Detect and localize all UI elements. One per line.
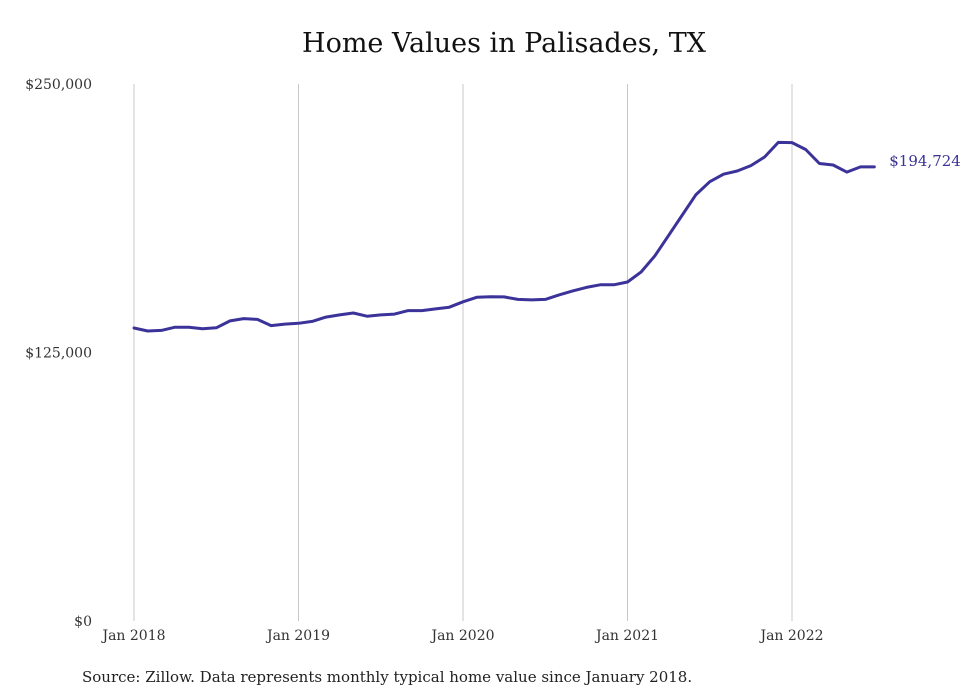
grid-layer [133,84,793,621]
chart-title: Home Values in Palisades, TX [302,28,706,59]
y-tick-label: $0 [74,614,92,630]
end-value-label: $194,724 [889,152,961,170]
series-layer: $194,724 [132,140,961,333]
source-note: Source: Zillow. Data represents monthly … [82,668,693,686]
x-tick-label: Jan 2022 [758,628,823,644]
axis-layer: Jan 2018 Jan 2019 Jan 2020 Jan 2021 Jan 2022… [25,77,823,644]
x-tick-label: Jan 2021 [594,628,659,644]
series-line [132,140,876,333]
y-tick-label: $250,000 [25,77,92,93]
x-tick-label: Jan 2019 [265,628,330,644]
x-tick-label: Jan 2018 [100,628,165,644]
x-tick-label: Jan 2020 [429,628,494,644]
y-tick-label: $125,000 [25,346,92,362]
